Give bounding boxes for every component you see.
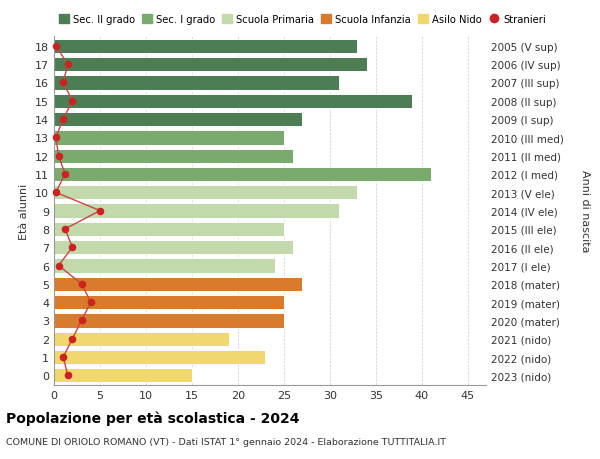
Point bbox=[63, 62, 73, 69]
Point bbox=[95, 207, 105, 215]
Bar bbox=[54, 277, 302, 291]
Bar bbox=[54, 332, 229, 346]
Point bbox=[68, 244, 77, 252]
Bar bbox=[54, 259, 275, 273]
Y-axis label: Anni di nascita: Anni di nascita bbox=[580, 170, 590, 252]
Point bbox=[58, 116, 68, 123]
Text: COMUNE DI ORIOLO ROMANO (VT) - Dati ISTAT 1° gennaio 2024 - Elaborazione TUTTITA: COMUNE DI ORIOLO ROMANO (VT) - Dati ISTA… bbox=[6, 437, 446, 446]
Point bbox=[51, 43, 61, 50]
Point bbox=[54, 153, 64, 160]
Bar bbox=[54, 350, 265, 364]
Point bbox=[54, 262, 64, 269]
Bar bbox=[54, 58, 367, 72]
Point bbox=[60, 226, 70, 233]
Bar bbox=[54, 369, 192, 383]
Bar bbox=[54, 168, 431, 182]
Point bbox=[58, 79, 68, 87]
Point bbox=[77, 317, 86, 325]
Point bbox=[51, 134, 61, 142]
Point bbox=[86, 299, 95, 306]
Bar bbox=[54, 113, 302, 127]
Bar bbox=[54, 313, 284, 328]
Bar bbox=[54, 131, 284, 145]
Point bbox=[77, 280, 86, 288]
Point bbox=[68, 98, 77, 105]
Bar bbox=[54, 186, 358, 200]
Bar bbox=[54, 95, 412, 109]
Text: Popolazione per età scolastica - 2024: Popolazione per età scolastica - 2024 bbox=[6, 411, 299, 425]
Bar bbox=[54, 222, 284, 236]
Bar bbox=[54, 149, 293, 163]
Point bbox=[68, 336, 77, 343]
Legend: Sec. II grado, Sec. I grado, Scuola Primaria, Scuola Infanzia, Asilo Nido, Stran: Sec. II grado, Sec. I grado, Scuola Prim… bbox=[59, 15, 545, 25]
Point bbox=[58, 353, 68, 361]
Point bbox=[63, 372, 73, 379]
Bar bbox=[54, 295, 284, 309]
Bar bbox=[54, 76, 339, 90]
Bar bbox=[54, 204, 339, 218]
Point bbox=[60, 171, 70, 178]
Bar bbox=[54, 241, 293, 255]
Point bbox=[51, 189, 61, 196]
Bar bbox=[54, 39, 358, 54]
Y-axis label: Età alunni: Età alunni bbox=[19, 183, 29, 239]
